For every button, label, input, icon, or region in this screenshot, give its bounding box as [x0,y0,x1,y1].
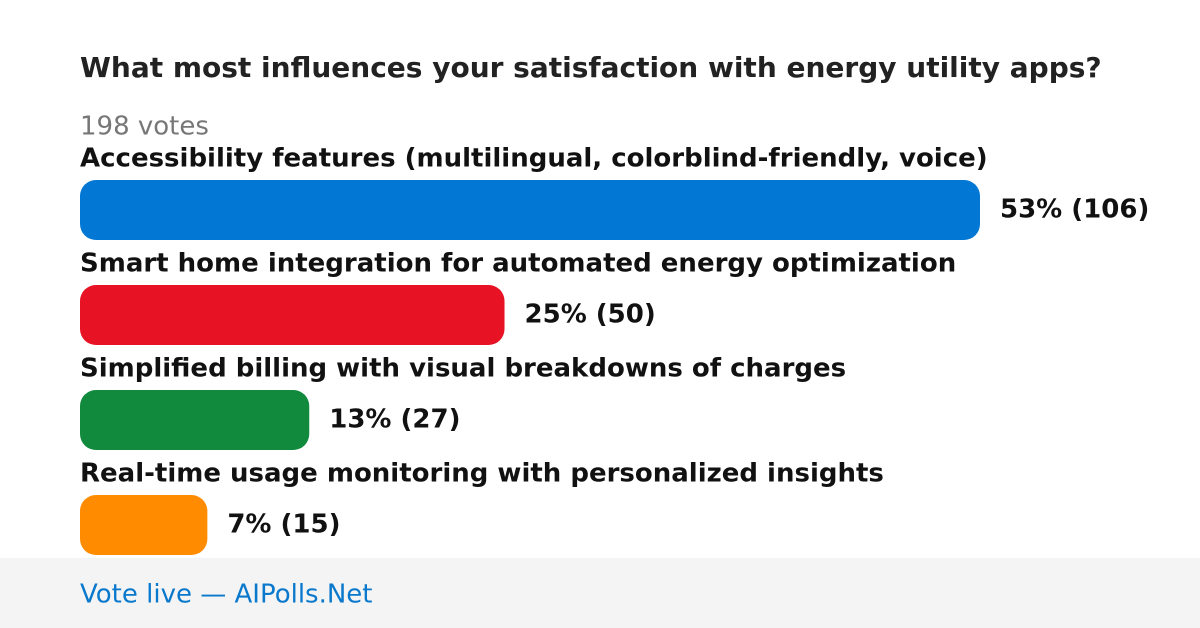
footer-band [0,558,1200,628]
option-label: Real-time usage monitoring with personal… [80,459,884,489]
value-label: 53% (106) [1000,195,1149,225]
footer-link[interactable]: Vote live — AIPolls.Net [80,580,373,610]
vote-count: 198 votes [80,112,209,142]
chart-title: What most influences your satisfaction w… [80,51,1102,84]
bar [80,495,208,555]
option-label: Accessibility features (multilingual, co… [80,144,988,174]
value-label: 13% (27) [329,405,460,435]
value-label: 7% (15) [227,510,340,540]
bar [80,285,505,345]
bar [80,180,980,240]
option-label: Smart home integration for automated ene… [80,249,956,279]
option-label: Simplified billing with visual breakdown… [80,354,846,384]
value-label: 25% (50) [525,300,656,330]
bar [80,390,310,450]
